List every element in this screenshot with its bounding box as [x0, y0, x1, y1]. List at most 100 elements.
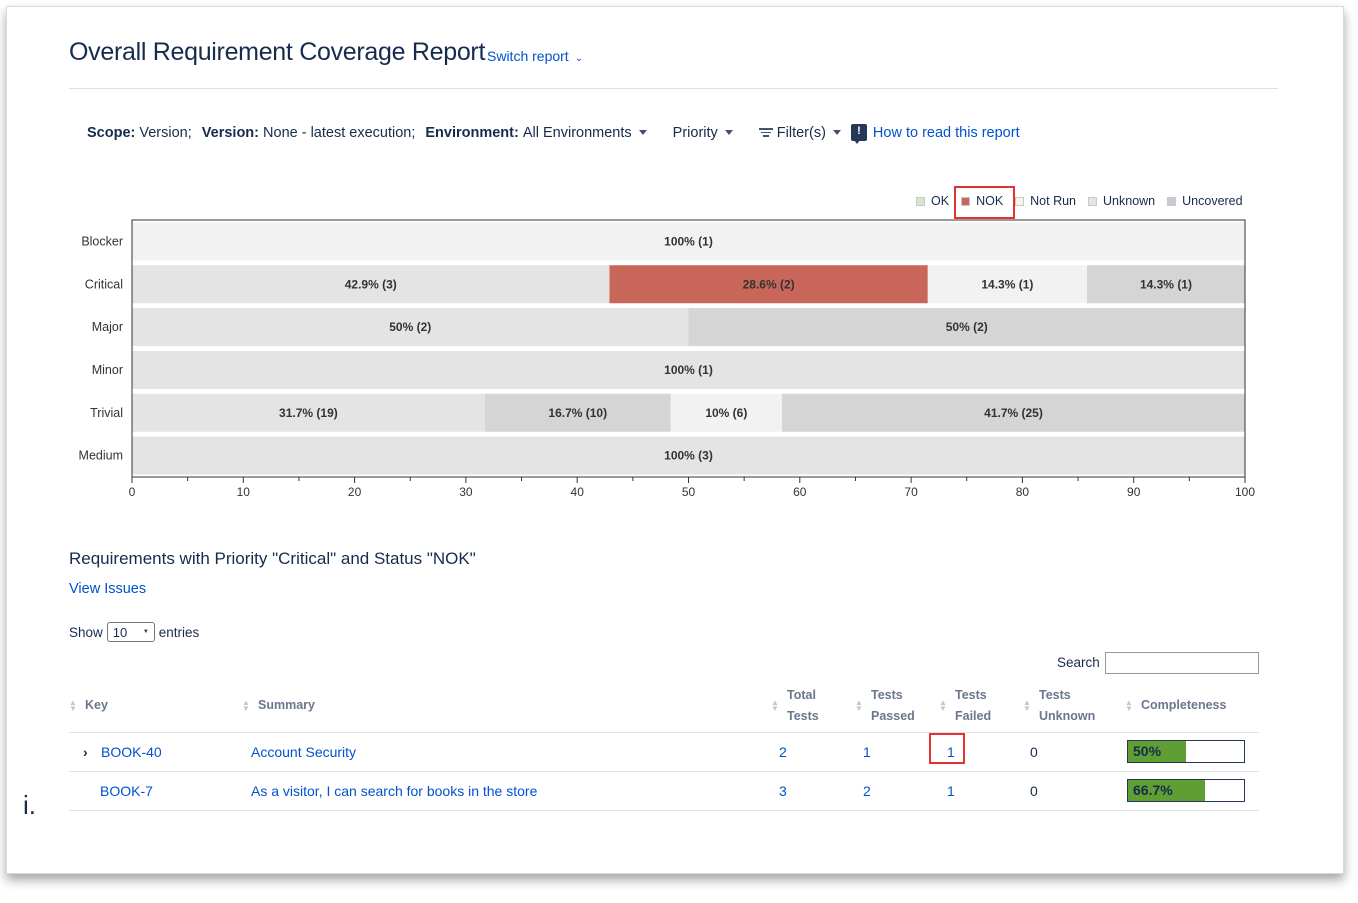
bar-segment[interactable]	[132, 265, 610, 304]
bar-segment[interactable]	[132, 222, 1245, 261]
filter-icon	[758, 126, 773, 140]
col-total-tests[interactable]: ▲ ▼ Total Tests	[771, 680, 855, 733]
y-tick-label: Critical	[85, 277, 123, 291]
completeness-fill	[1128, 741, 1186, 762]
x-tick-label: 90	[1127, 485, 1141, 499]
caret-down-icon	[832, 130, 841, 135]
x-tick-label: 40	[571, 485, 585, 499]
title-divider	[69, 88, 1278, 89]
bar-segment[interactable]	[132, 436, 1245, 475]
legend-label: Uncovered	[1182, 194, 1243, 208]
bar-segment[interactable]	[609, 265, 928, 304]
requirement-summary-link[interactable]: Account Security	[251, 743, 357, 760]
switch-report-dropdown[interactable]: Switch report ⌄	[487, 48, 583, 64]
requirement-key-link[interactable]: BOOK-40	[101, 743, 162, 760]
legend-item-nok[interactable]: NOK	[961, 194, 1003, 208]
expand-row-icon[interactable]: ›	[83, 743, 88, 760]
legend-item-unknown[interactable]: Unknown	[1088, 194, 1155, 208]
legend-swatch	[961, 196, 971, 206]
col-tests-failed[interactable]: ▲ ▼ Tests Failed	[939, 680, 1023, 733]
y-tick-label: Trivial	[90, 406, 123, 420]
legend-item-not-run[interactable]: Not Run	[1015, 194, 1076, 208]
table-row: BOOK-7 As a visitor, I can search for bo…	[69, 771, 1259, 811]
sort-icon: ▲ ▼	[1023, 697, 1031, 713]
scope-info: Scope: Version;	[87, 124, 192, 141]
filters-dropdown[interactable]: Filter(s)	[758, 125, 841, 141]
completeness-bar: 50%	[1127, 740, 1245, 763]
col-completeness[interactable]: ▲ ▼ Completeness	[1125, 680, 1259, 733]
total-tests-link[interactable]: 3	[779, 782, 787, 799]
bar-segment[interactable]	[670, 393, 782, 432]
search-input[interactable]	[1105, 652, 1259, 674]
bar-segment[interactable]	[132, 393, 485, 432]
completeness-label: 66.7%	[1133, 782, 1173, 798]
bar-data-label: 100% (1)	[664, 363, 713, 377]
caret-down-icon	[638, 130, 647, 135]
show-label: Show	[69, 624, 103, 640]
priority-dropdown[interactable]: Priority	[673, 125, 733, 141]
tests-unknown-value: 0	[1023, 732, 1125, 772]
coverage-chart: 100% (1) Blocker 42.9% (3) 28.6% (2) 14.3% (…	[70, 215, 1270, 505]
legend-swatch	[1015, 196, 1025, 206]
environment-dropdown[interactable]: Environment: All Environments	[425, 125, 647, 141]
version-info: Version: None - latest execution;	[201, 124, 416, 141]
bar-segment[interactable]	[688, 308, 1246, 347]
requirement-summary-link[interactable]: As a visitor, I can search for books in …	[251, 782, 538, 799]
col-summary[interactable]: ▲ ▼ Summary	[242, 680, 771, 733]
sort-icon: ▲ ▼	[1125, 697, 1133, 713]
sort-icon: ▲ ▼	[855, 697, 863, 713]
tests-failed-highlight-box	[929, 733, 965, 764]
bar-segment[interactable]	[781, 393, 1245, 432]
search-label: Search	[1057, 655, 1100, 670]
requirement-key-link[interactable]: BOOK-7	[100, 782, 153, 799]
completeness-bar: 66.7%	[1127, 779, 1245, 802]
chevron-down-icon: ⌄	[574, 53, 584, 64]
y-tick-label: Blocker	[81, 234, 123, 248]
y-tick-label: Minor	[92, 363, 123, 377]
bar-data-label: 10% (6)	[705, 406, 747, 420]
col-tests-unknown[interactable]: ▲ ▼ Tests Unknown	[1023, 680, 1125, 733]
sort-icon: ▲ ▼	[242, 697, 250, 713]
bar-data-label: 50% (2)	[389, 320, 431, 334]
col-tests-passed[interactable]: ▲ ▼ Tests Passed	[855, 680, 939, 733]
legend-swatch	[1167, 196, 1177, 206]
tests-failed-link[interactable]: 1	[947, 743, 955, 760]
view-issues-link[interactable]: View Issues	[69, 581, 147, 597]
entries-label: entries	[158, 624, 200, 640]
table-row: › BOOK-40 Account Security 2 1 1 0 50%	[69, 732, 1259, 772]
bar-segment[interactable]	[484, 393, 671, 432]
requirements-table: ▲ ▼ Key ▲ ▼ Summary ▲ ▼ Total Tests ▲ ▼ Tests Pass…	[69, 680, 1259, 811]
bar-data-label: 28.6% (2)	[743, 277, 795, 291]
table-header-row: ▲ ▼ Key ▲ ▼ Summary ▲ ▼ Total Tests ▲ ▼ Tests Pass…	[69, 680, 1259, 733]
sort-icon: ▲ ▼	[939, 697, 947, 713]
bar-data-label: 14.3% (1)	[1140, 277, 1192, 291]
bar-segment[interactable]	[132, 350, 1245, 389]
tests-passed-link[interactable]: 1	[863, 743, 871, 760]
legend-item-uncovered[interactable]: Uncovered	[1167, 194, 1243, 208]
sort-icon: ▲ ▼	[771, 697, 779, 713]
col-key[interactable]: ▲ ▼ Key	[69, 680, 242, 733]
x-tick-label: 10	[237, 485, 251, 499]
tests-unknown-value: 0	[1023, 771, 1125, 811]
bar-segment[interactable]	[927, 265, 1087, 304]
chevron-down-icon: ▼	[142, 629, 149, 635]
legend-label: NOK	[976, 194, 1004, 208]
how-to-read-link[interactable]: ! How to read this report	[850, 124, 1020, 144]
tests-failed-link[interactable]: 1	[947, 782, 955, 799]
bar-segment[interactable]	[1086, 265, 1245, 304]
coverage-chart-svg: 100% (1) Blocker 42.9% (3) 28.6% (2) 14.3% (…	[79, 219, 1255, 499]
bar-segment[interactable]	[132, 308, 689, 347]
total-tests-link[interactable]: 2	[779, 743, 787, 760]
requirements-title: Requirements with Priority "Critical" an…	[69, 549, 476, 568]
nok-highlight-box	[954, 186, 1015, 219]
bar-data-label: 14.3% (1)	[981, 277, 1033, 291]
caret-down-icon	[724, 130, 733, 135]
entries-select[interactable]: 10 ▼	[106, 622, 155, 642]
switch-report-label: Switch report	[487, 48, 569, 64]
legend-item-ok[interactable]: OK	[916, 194, 949, 208]
tests-passed-link[interactable]: 2	[863, 782, 871, 799]
entries-length: Show 10 ▼ entries	[69, 622, 199, 642]
x-tick-label: 50	[682, 485, 696, 499]
completeness-label: 50%	[1133, 743, 1162, 759]
bar-data-label: 31.7% (19)	[279, 406, 338, 420]
